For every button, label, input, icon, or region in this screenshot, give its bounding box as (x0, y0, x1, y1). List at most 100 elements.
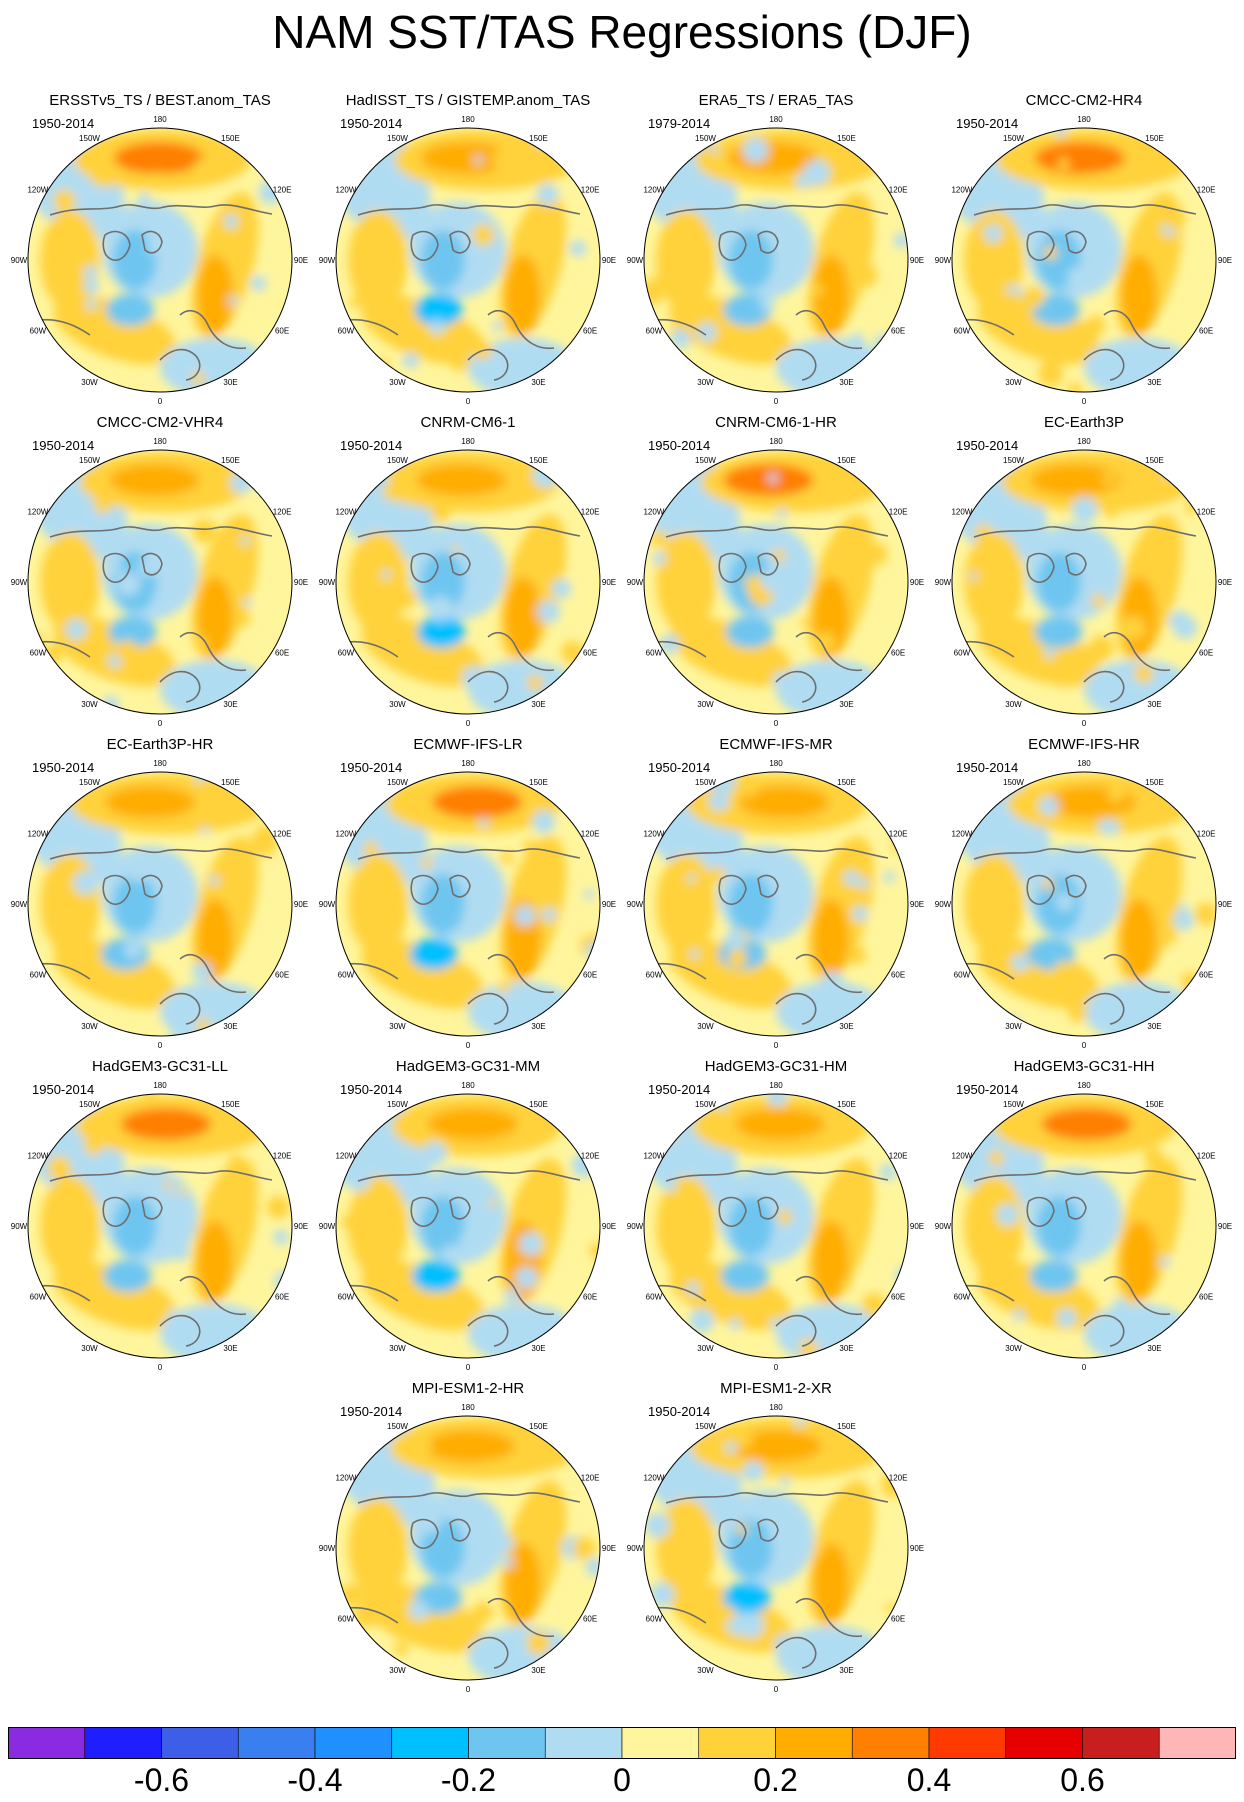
panel-period: 1950-2014 (340, 1082, 403, 1097)
longitude-label: 120E (889, 830, 908, 839)
map-panel: HadGEM3-GC31-HM 1950-2014 180 150E 120E 90E 60… (626, 1058, 926, 1378)
longitude-label: 60W (30, 971, 47, 980)
longitude-label: 60E (583, 1615, 597, 1624)
map-panel: EC-Earth3P 1950-2014 180 150E 120E 90E 60E 30E 0… (934, 414, 1234, 734)
map-boundary (27, 449, 293, 715)
longitude-label: 60E (1199, 1293, 1213, 1302)
longitude-label: 90W (935, 256, 952, 265)
longitude-label: 90E (910, 900, 924, 909)
longitude-label: 120W (27, 508, 48, 517)
panel-period: 1950-2014 (32, 760, 95, 775)
longitude-label: 150E (837, 778, 856, 787)
longitude-label: 150W (79, 778, 100, 787)
longitude-label: 60W (30, 1293, 47, 1302)
map-panel: HadGEM3-GC31-HH 1950-2014 180 150E 120E 90E 60… (934, 1058, 1234, 1378)
regression-field (952, 772, 1216, 1036)
map-boundary (951, 1093, 1217, 1359)
longitude-label: 60W (646, 649, 663, 658)
regression-field (28, 772, 292, 1036)
longitude-label: 120W (643, 508, 664, 517)
longitude-label: 150W (387, 778, 408, 787)
longitude-label: 60E (275, 327, 289, 336)
longitude-label: 60W (338, 1293, 355, 1302)
longitude-label: 90E (602, 900, 616, 909)
longitude-label: 150E (221, 778, 240, 787)
map-panel: HadGEM3-GC31-MM 1950-2014 180 150E 120E 90E 60… (318, 1058, 618, 1378)
longitude-label: 60E (1199, 649, 1213, 658)
longitude-label: 180 (769, 115, 783, 124)
map-panel: CNRM-CM6-1-HR 1950-2014 180 150E 120E 90E 60E 3… (626, 414, 926, 734)
longitude-label: 60W (954, 327, 971, 336)
longitude-label: 30W (389, 1022, 406, 1031)
longitude-label: 60W (646, 971, 663, 980)
longitude-label: 0 (1082, 719, 1087, 728)
map-panel: EC-Earth3P-HR 1950-2014 180 150E 120E 90E 60E 3… (10, 736, 310, 1056)
map-boundary (643, 127, 909, 393)
longitude-label: 90E (910, 256, 924, 265)
longitude-label: 150E (221, 456, 240, 465)
map-panel: MPI-ESM1-2-HR 1950-2014 180 150E 120E 90E 60E 3… (318, 1380, 618, 1700)
longitude-label: 120E (581, 1152, 600, 1161)
panel-title: ECMWF-IFS-MR (719, 736, 833, 753)
coastlines (39, 526, 273, 703)
longitude-label: 60E (583, 1293, 597, 1302)
polar-map: 180 150E 120E 90E 60E 30E 0 30W 60W 90W 120W 150W (935, 437, 1232, 728)
longitude-label: 120W (335, 830, 356, 839)
longitude-label: 150E (1145, 1100, 1164, 1109)
longitude-label: 30W (389, 700, 406, 709)
longitude-label: 60E (891, 327, 905, 336)
polar-map: 180 150E 120E 90E 60E 30E 0 30W 60W 90W 120W 150W (627, 1081, 924, 1372)
longitude-label: 150W (695, 1422, 716, 1431)
longitude-label: 120W (951, 830, 972, 839)
panel-title: ERA5_TS / ERA5_TAS (698, 92, 854, 109)
longitude-label: 150E (221, 1100, 240, 1109)
regression-field (644, 1094, 908, 1358)
colorbar-segment (314, 1727, 393, 1759)
longitude-label: 150W (387, 1422, 408, 1431)
longitude-label: 60W (646, 1293, 663, 1302)
longitude-label: 150E (837, 134, 856, 143)
polar-map: 180 150E 120E 90E 60E 30E 0 30W 60W 90W 120W 150W (11, 759, 308, 1050)
colorbar-labels: -0.6 -0.4 -0.2 0 0.2 0.4 0.6 (0, 1762, 1244, 1802)
panel-period: 1950-2014 (648, 1082, 711, 1097)
longitude-label: 120E (273, 830, 292, 839)
longitude-label: 120E (1197, 508, 1216, 517)
longitude-label: 150W (1003, 134, 1024, 143)
colorbar-segment (1005, 1727, 1083, 1759)
longitude-label: 150E (529, 1100, 548, 1109)
longitude-label: 90E (1218, 900, 1232, 909)
colorbar (8, 1727, 1236, 1759)
longitude-label: 30E (839, 378, 853, 387)
longitude-label: 180 (769, 1403, 783, 1412)
longitude-label: 150W (79, 134, 100, 143)
longitude-label: 60W (338, 1615, 355, 1624)
longitude-label: 120W (335, 1152, 356, 1161)
longitude-label: 120W (951, 186, 972, 195)
longitude-label: 90E (1218, 256, 1232, 265)
longitude-label: 180 (1077, 437, 1091, 446)
colorbar-tick-label: 0 (613, 1762, 631, 1798)
colorbar-segment (237, 1727, 316, 1759)
longitude-label: 30W (81, 1344, 98, 1353)
colorbar-segment (928, 1727, 1007, 1759)
panel-title: EC-Earth3P (1043, 414, 1125, 431)
panel-period: 1950-2014 (956, 760, 1019, 775)
longitude-label: 180 (1077, 115, 1091, 124)
coastlines (963, 848, 1197, 1025)
colorbar-segment (468, 1727, 546, 1759)
regression-field (336, 1416, 600, 1680)
longitude-label: 90E (1218, 578, 1232, 587)
longitude-label: 90W (627, 1222, 644, 1231)
longitude-label: 30W (697, 378, 714, 387)
longitude-label: 150W (79, 456, 100, 465)
map-boundary (335, 1415, 601, 1681)
longitude-label: 30E (839, 1344, 853, 1353)
longitude-label: 60E (275, 971, 289, 980)
coastlines (655, 1170, 889, 1347)
longitude-label: 30W (1005, 1022, 1022, 1031)
longitude-label: 150W (79, 1100, 100, 1109)
regression-field (644, 128, 908, 392)
longitude-label: 150W (1003, 778, 1024, 787)
panel-title: HadGEM3-GC31-LL (92, 1058, 228, 1075)
panel-title: CNRM-CM6-1-HR (715, 414, 837, 431)
